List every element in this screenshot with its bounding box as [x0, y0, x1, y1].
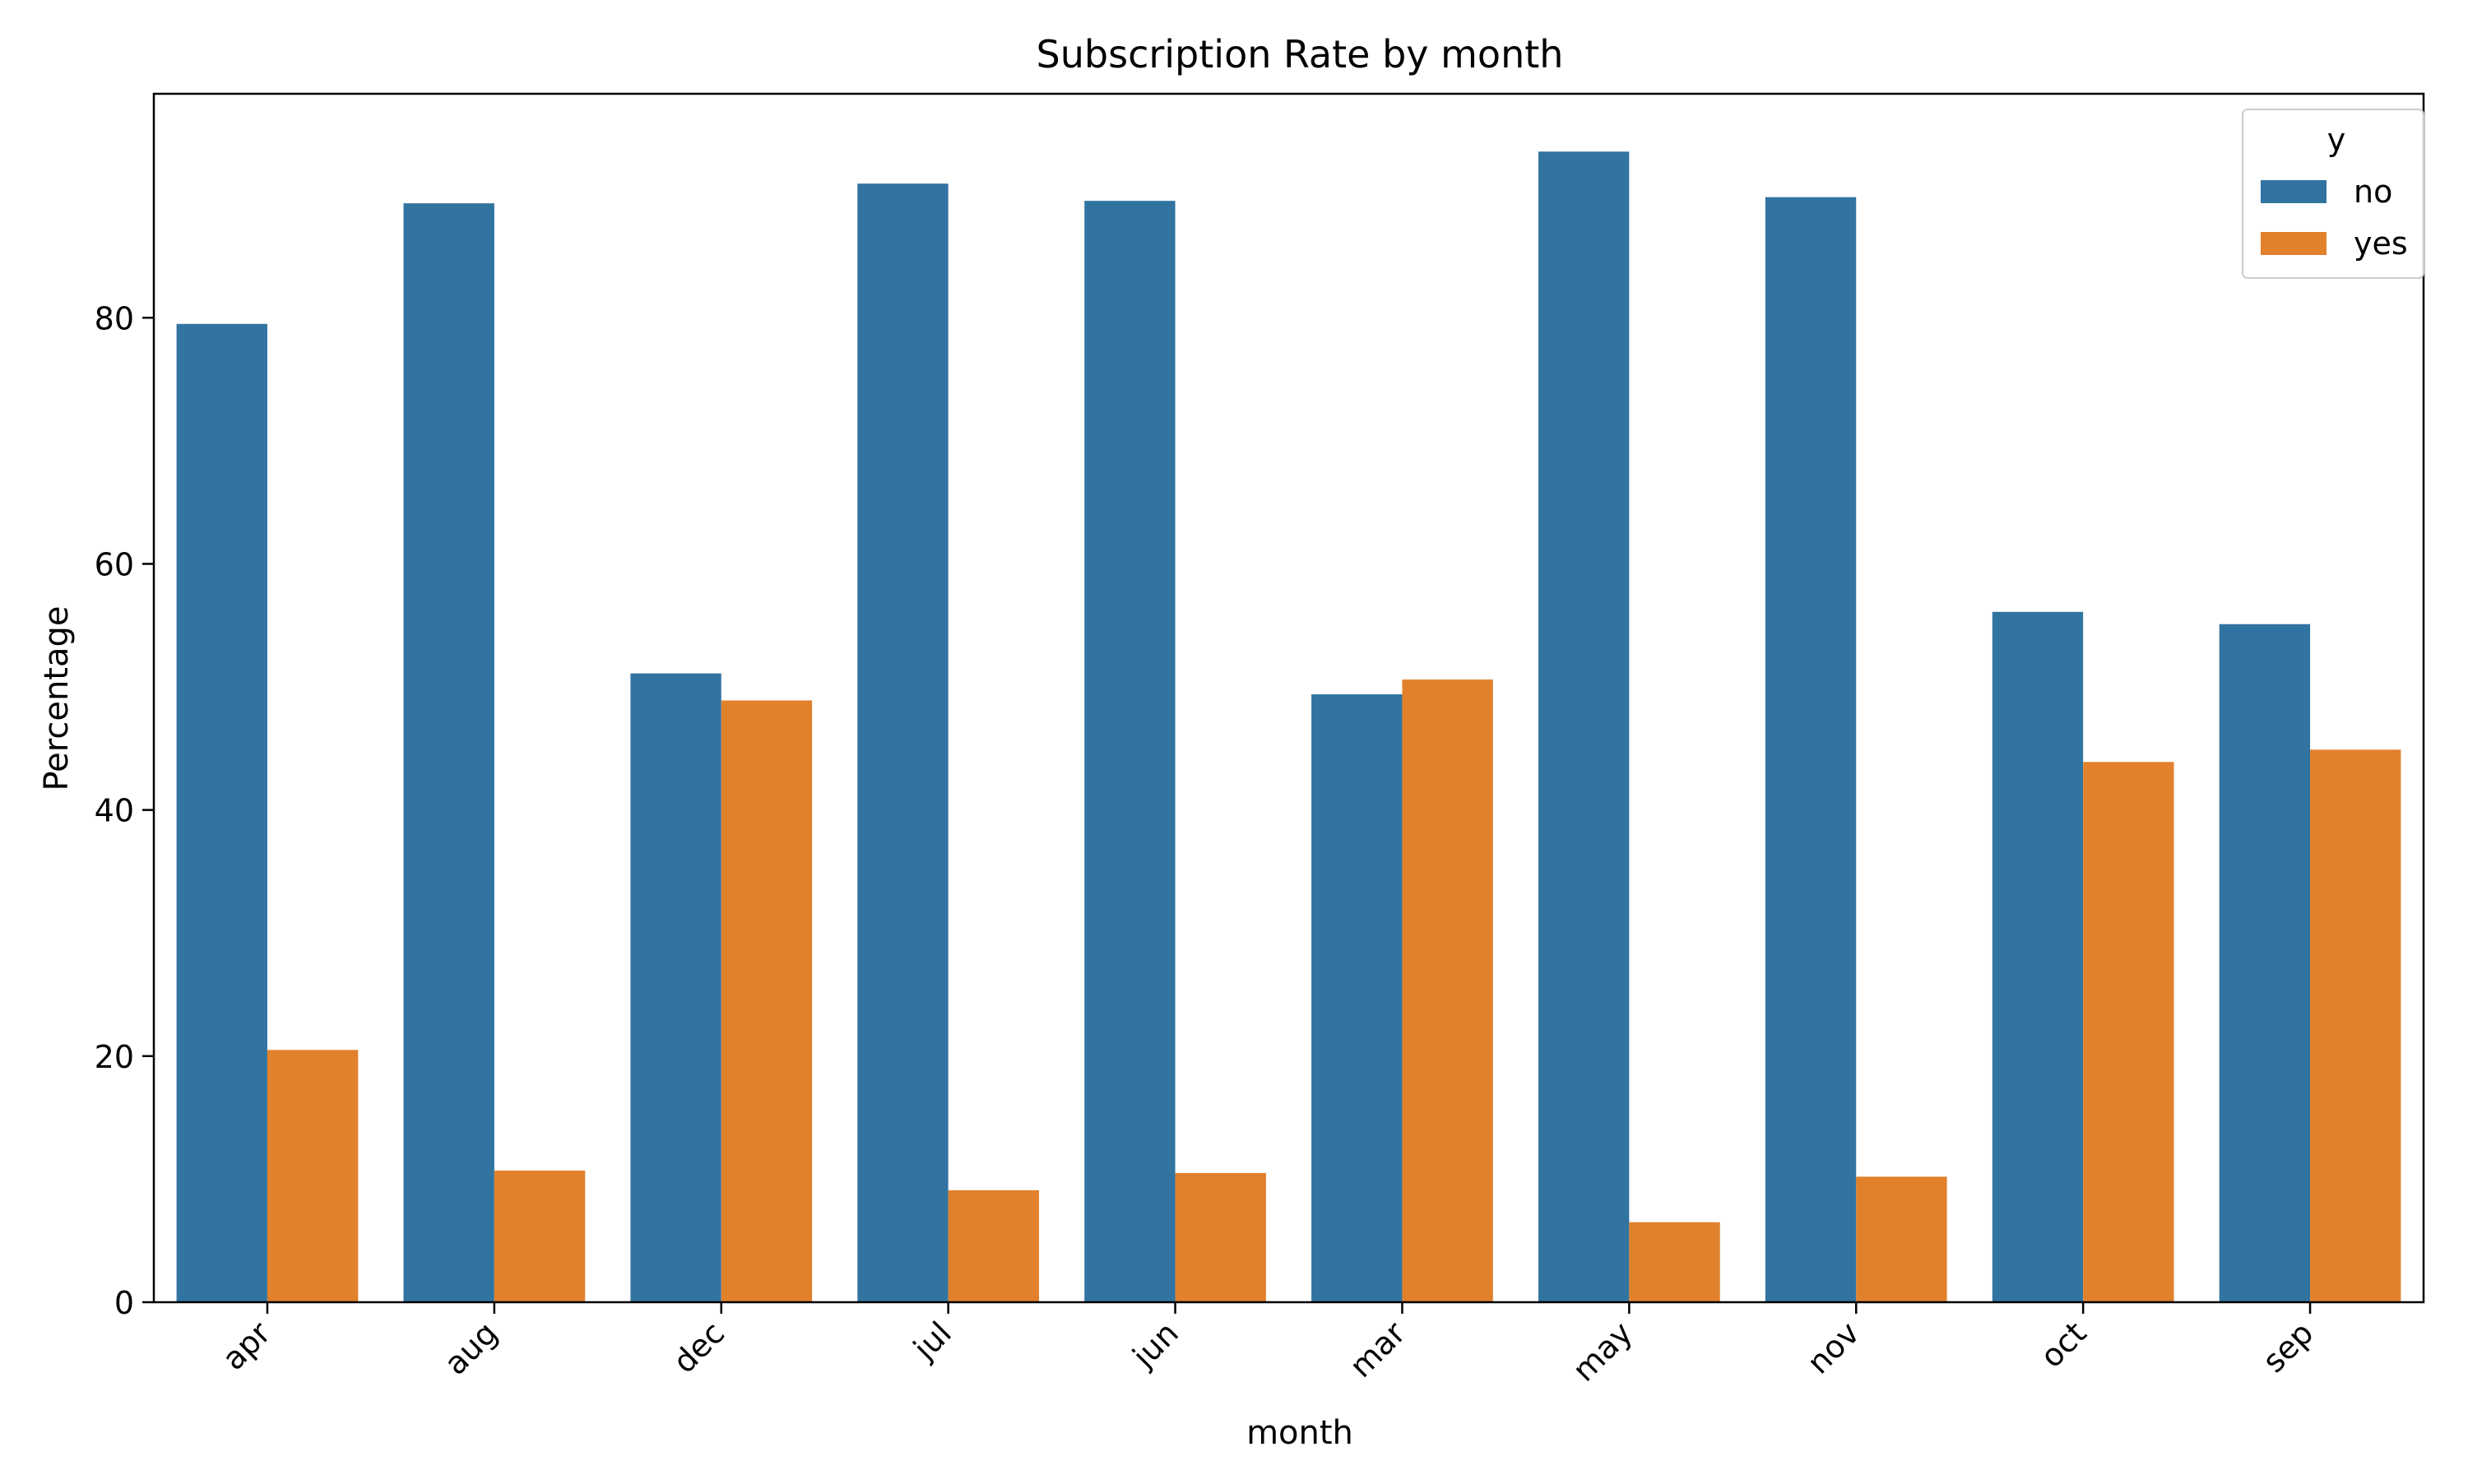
bar-no-mar — [1311, 694, 1403, 1302]
bar-yes-dec — [721, 700, 813, 1302]
bar-yes-nov — [1856, 1176, 1947, 1302]
y-tick-label: 20 — [95, 1039, 134, 1075]
bar-no-nov — [1765, 197, 1857, 1302]
bar-yes-sep — [2310, 749, 2401, 1302]
bar-yes-jun — [1175, 1172, 1266, 1302]
y-axis-label: Percentage — [38, 605, 76, 791]
plot-frame — [152, 92, 2425, 1304]
bar-yes-may — [1629, 1222, 1720, 1302]
bar-yes-mar — [1402, 679, 1493, 1302]
bars-layer — [176, 151, 2401, 1303]
bar-yes-apr — [267, 1050, 359, 1302]
legend-label-yes: yes — [2354, 225, 2408, 262]
bar-no-aug — [403, 203, 494, 1302]
bar-no-jul — [857, 183, 949, 1303]
legend: yno yes — [2242, 109, 2424, 279]
bar-yes-aug — [494, 1170, 586, 1302]
legend-label-no: no — [2354, 174, 2392, 210]
bar-no-apr — [176, 323, 267, 1302]
chart-title: Subscription Rate by month — [1037, 32, 1564, 77]
bar-no-sep — [2219, 624, 2311, 1302]
bar-no-jun — [1084, 201, 1176, 1302]
bar-yes-jul — [948, 1190, 1040, 1302]
x-axis-label: month — [1246, 1414, 1353, 1452]
y-tick-label: 0 — [114, 1285, 134, 1321]
legend-swatch-no — [2261, 180, 2327, 203]
y-tick-label: 80 — [95, 300, 134, 336]
y-tick-label: 40 — [95, 793, 134, 829]
bar-no-oct — [1992, 611, 2084, 1302]
legend-title: y — [2327, 122, 2346, 158]
bar-yes-oct — [2083, 762, 2174, 1302]
bar-no-may — [1538, 151, 1630, 1302]
bar-no-dec — [630, 673, 721, 1302]
y-tick-label: 60 — [95, 546, 134, 582]
legend-swatch-yes — [2261, 232, 2327, 255]
